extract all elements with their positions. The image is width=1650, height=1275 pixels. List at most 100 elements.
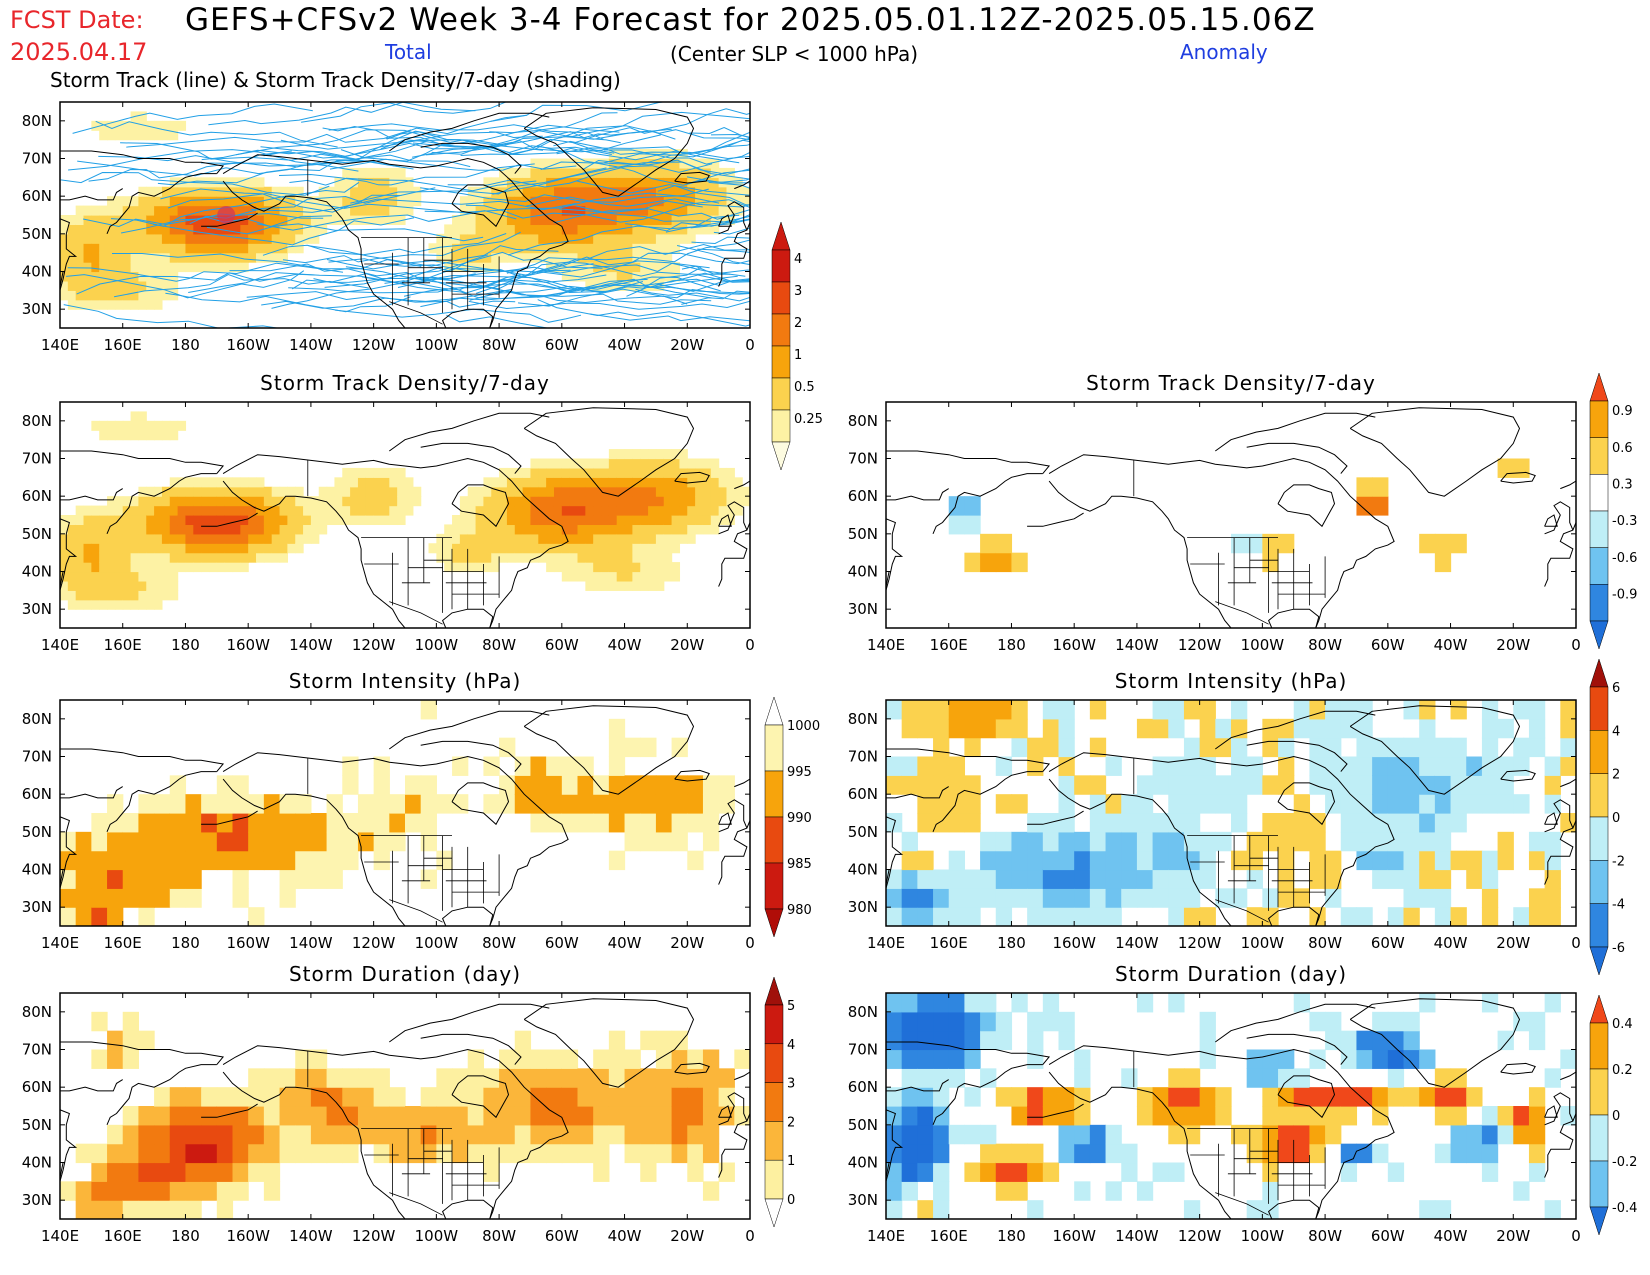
lon-tick-label: 20W xyxy=(670,336,704,354)
lat-tick-label: 50N xyxy=(22,225,52,243)
lat-tick-label: 80N xyxy=(848,1003,878,1021)
colorbar-cb_duration: 5 4 3 2 1 0 xyxy=(764,976,795,1228)
lon-tick-label: 60W xyxy=(1371,636,1405,654)
lat-tick-label: 80N xyxy=(22,112,52,130)
lat-tick-label: 70N xyxy=(848,450,878,468)
lon-tick-label: 0 xyxy=(745,636,755,654)
lon-tick-label: 20W xyxy=(1496,1227,1530,1245)
coastlines xyxy=(886,998,1576,1219)
map-panel-duration_anom: 140E 160E 180 160W 140W 120W 100W 80W 60W 40W 20W 0… xyxy=(848,962,1581,1245)
lon-tick-label: 180 xyxy=(171,636,200,654)
slp-criterion-note: (Center SLP < 1000 hPa) xyxy=(670,42,918,66)
lon-tick-label: 100W xyxy=(1241,636,1285,654)
colorbar-label: 1000 xyxy=(787,719,820,734)
lon-tick-label: 160E xyxy=(930,934,968,952)
lon-tick-label: 180 xyxy=(171,1227,200,1245)
colorbar-label: -2 xyxy=(1612,854,1625,869)
lon-tick-label: 180 xyxy=(171,336,200,354)
colorbar-label: 2 xyxy=(794,316,802,331)
lon-tick-label: 80W xyxy=(1308,1227,1342,1245)
lon-tick-label: 160W xyxy=(226,636,270,654)
lon-tick-label: 80W xyxy=(1308,636,1342,654)
lon-tick-label: 0 xyxy=(1571,636,1581,654)
lon-tick-label: 60W xyxy=(1371,1227,1405,1245)
lat-tick-label: 80N xyxy=(848,412,878,430)
lon-tick-label: 160W xyxy=(226,934,270,952)
lon-tick-label: 80W xyxy=(482,1227,516,1245)
lon-tick-label: 60W xyxy=(545,636,579,654)
colorbar-cb_intensity_anom: 6 4 2 0 -2 -4 -6 xyxy=(1589,658,1625,976)
lon-tick-label: 60W xyxy=(545,336,579,354)
lon-tick-label: 20W xyxy=(1496,636,1530,654)
lat-tick-label: 60N xyxy=(22,1078,52,1096)
lon-tick-label: 100W xyxy=(415,1227,459,1245)
lon-tick-label: 0 xyxy=(745,1227,755,1245)
lat-tick-label: 70N xyxy=(22,450,52,468)
lon-tick-label: 120W xyxy=(352,1227,396,1245)
lon-tick-label: 120W xyxy=(352,336,396,354)
colorbar-label: 1 xyxy=(787,1154,795,1169)
lon-tick-label: 160E xyxy=(104,934,142,952)
lat-tick-label: 40N xyxy=(848,861,878,879)
panel-title: Storm Intensity (hPa) xyxy=(1115,669,1348,693)
panel-title: Storm Intensity (hPa) xyxy=(289,669,522,693)
lat-tick-label: 40N xyxy=(848,1154,878,1172)
colorbar-label: 0 xyxy=(1612,811,1620,826)
map-panel-duration_total: 140E 160E 180 160W 140W 120W 100W 80W 60W 40W 20W 0… xyxy=(22,962,755,1245)
lat-tick-label: 30N xyxy=(848,1191,878,1209)
lon-tick-label: 120W xyxy=(1178,636,1222,654)
lon-tick-label: 20W xyxy=(670,934,704,952)
lon-tick-label: 80W xyxy=(1308,934,1342,952)
colorbar-label: 0.9 xyxy=(1612,404,1633,419)
colorbar-cb_density_anom: 0.9 0.6 0.3 -0.3 -0.6 -0.9 xyxy=(1589,372,1637,650)
lon-tick-label: 140E xyxy=(41,1227,79,1245)
colorbar-label: -4 xyxy=(1612,898,1625,913)
colorbar-label: 4 xyxy=(794,252,802,267)
lon-tick-label: 160E xyxy=(930,1227,968,1245)
lon-tick-label: 40W xyxy=(1434,934,1468,952)
colorbar-label: 0 xyxy=(1612,1109,1620,1124)
lat-tick-label: 40N xyxy=(22,1154,52,1172)
lon-tick-label: 60W xyxy=(1371,934,1405,952)
lat-tick-label: 60N xyxy=(22,785,52,803)
lat-tick-label: 70N xyxy=(22,748,52,766)
colorbar-label: 0.5 xyxy=(794,380,815,395)
colorbar-label: 0.4 xyxy=(1612,1017,1633,1032)
lon-tick-label: 80W xyxy=(482,934,516,952)
lon-tick-label: 120W xyxy=(352,934,396,952)
lon-tick-label: 140W xyxy=(289,1227,333,1245)
lon-tick-label: 120W xyxy=(352,636,396,654)
colorbar-label: 0 xyxy=(787,1193,795,1208)
lon-tick-label: 140E xyxy=(41,336,79,354)
lon-tick-label: 0 xyxy=(1571,934,1581,952)
lon-tick-label: 160W xyxy=(1052,636,1096,654)
lon-tick-label: 180 xyxy=(997,636,1026,654)
lat-tick-label: 60N xyxy=(848,487,878,505)
shading-intensity_total xyxy=(60,700,735,926)
colorbar-label: -0.2 xyxy=(1612,1155,1637,1170)
lon-tick-label: 40W xyxy=(608,336,642,354)
main-title: GEFS+CFSv2 Week 3-4 Forecast for 2025.05… xyxy=(185,2,1316,38)
lon-tick-label: 160E xyxy=(104,336,142,354)
map-panel-density_anom: 140E 160E 180 160W 140W 120W 100W 80W 60W 40W 20W 0… xyxy=(848,371,1581,654)
colorbar-label: -0.6 xyxy=(1612,551,1637,566)
total-column-label: Total xyxy=(385,40,432,64)
colorbar-label: 990 xyxy=(787,811,812,826)
lon-tick-label: 140W xyxy=(1115,934,1159,952)
colorbar-label: 4 xyxy=(1612,724,1620,739)
lon-tick-label: 160E xyxy=(104,636,142,654)
panel-title: Storm Track Density/7-day xyxy=(1086,371,1376,395)
lon-tick-label: 80W xyxy=(482,336,516,354)
lon-tick-label: 100W xyxy=(415,934,459,952)
lat-tick-label: 70N xyxy=(22,150,52,168)
coastlines xyxy=(60,107,750,328)
lat-tick-label: 60N xyxy=(848,1078,878,1096)
lon-tick-label: 140E xyxy=(867,1227,905,1245)
colorbar-label: 5 xyxy=(787,999,795,1014)
coastlines xyxy=(60,998,750,1219)
lat-tick-label: 80N xyxy=(22,412,52,430)
colorbar-label: 995 xyxy=(787,765,812,780)
lon-tick-label: 0 xyxy=(745,934,755,952)
lon-tick-label: 20W xyxy=(670,1227,704,1245)
lon-tick-label: 80W xyxy=(482,636,516,654)
